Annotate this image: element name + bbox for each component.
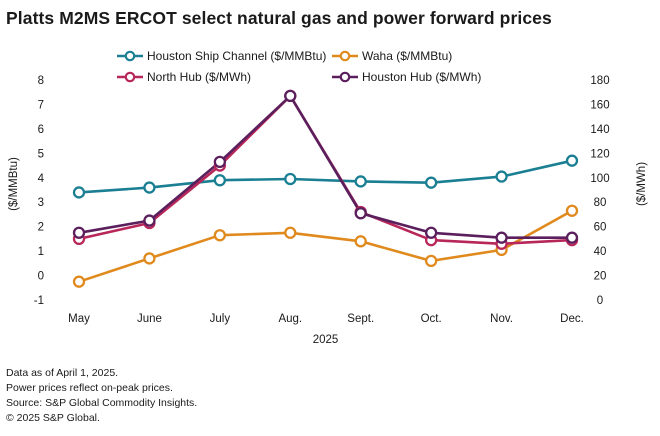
right-tick-label: 140 xyxy=(590,124,609,136)
data-point xyxy=(143,214,156,227)
data-point xyxy=(424,226,438,239)
right-axis: 0 20 40 60 80 100 120 140 160 180 ($/MWh) xyxy=(590,75,648,307)
data-point xyxy=(565,204,579,217)
data-point xyxy=(284,89,297,103)
footer-note-date: Data as of April 1, 2025. xyxy=(6,367,119,379)
x-axis-year-label: 2025 xyxy=(313,334,339,346)
left-tick-label: 4 xyxy=(38,173,45,185)
series-line xyxy=(77,94,574,239)
data-point xyxy=(565,154,579,167)
data-point xyxy=(72,186,86,199)
chart-title: Platts M2MS ERCOT select natural gas and… xyxy=(6,8,552,28)
series-line xyxy=(77,159,574,194)
right-tick-label: 160 xyxy=(590,99,609,111)
footer-note-copyright: © 2025 S&P Global. xyxy=(6,412,100,424)
footer-note-source: Source: S&P Global Commodity Insights. xyxy=(6,397,198,409)
data-point xyxy=(213,174,227,187)
legend-label: Waha ($/MMBtu) xyxy=(362,49,452,63)
right-axis-title: ($/MWh) xyxy=(636,162,648,206)
data-point xyxy=(354,175,367,188)
data-point xyxy=(72,226,86,239)
data-point xyxy=(143,181,156,194)
legend-item: Waha ($/MMBtu) xyxy=(332,49,452,63)
right-tick-label: 180 xyxy=(590,75,609,87)
series-points xyxy=(72,89,579,288)
legend-marker xyxy=(339,71,351,83)
data-point xyxy=(284,172,297,186)
x-tick-label: June xyxy=(137,313,162,325)
series-line xyxy=(77,209,574,284)
legend-label: Houston Hub ($/MWh) xyxy=(362,70,481,84)
x-tick-label: July xyxy=(210,313,231,325)
data-point xyxy=(354,207,367,220)
legend-marker xyxy=(339,50,351,62)
data-point xyxy=(495,170,508,183)
left-tick-label: 0 xyxy=(38,271,44,283)
x-axis: May June July Aug. Sept. Oct. Nov. Dec. 2025 xyxy=(68,313,584,346)
right-tick-label: 60 xyxy=(594,222,607,234)
data-point xyxy=(213,155,227,169)
left-tick-label: 3 xyxy=(38,197,44,209)
legend-marker xyxy=(124,50,136,62)
left-tick-label: 1 xyxy=(38,246,44,258)
left-tick-label: 5 xyxy=(38,148,44,160)
legend-label: North Hub ($/MWh) xyxy=(147,70,251,84)
legend-item: North Hub ($/MWh) xyxy=(117,70,251,84)
x-tick-label: May xyxy=(68,313,90,325)
series-lines xyxy=(77,94,574,284)
data-point xyxy=(424,176,438,189)
legend-marker xyxy=(124,71,136,83)
right-tick-label: 0 xyxy=(597,295,603,307)
right-tick-label: 100 xyxy=(590,173,609,185)
legend-item: Houston Ship Channel ($/MMBtu) xyxy=(117,49,326,63)
left-tick-label: 8 xyxy=(38,75,44,87)
left-tick-label: 6 xyxy=(38,124,44,136)
legend-label: Houston Ship Channel ($/MMBtu) xyxy=(147,49,326,63)
data-point xyxy=(495,231,508,244)
footer-notes: Data as of April 1, 2025. Power prices r… xyxy=(6,366,197,426)
x-tick-label: Sept. xyxy=(347,313,374,325)
left-tick-label: -1 xyxy=(34,295,44,307)
x-tick-label: Aug. xyxy=(278,313,302,325)
data-point xyxy=(354,235,367,248)
data-point xyxy=(424,254,438,268)
right-tick-label: 20 xyxy=(594,271,607,283)
data-point xyxy=(143,252,156,265)
x-tick-label: Dec. xyxy=(560,313,584,325)
data-point xyxy=(72,275,86,288)
right-tick-label: 40 xyxy=(594,246,607,258)
legend: Houston Ship Channel ($/MMBtu) Waha ($/MM… xyxy=(117,49,481,84)
x-tick-label: Nov. xyxy=(490,313,513,325)
data-point xyxy=(565,231,579,244)
data-point xyxy=(284,226,297,239)
left-tick-label: 7 xyxy=(38,99,44,111)
x-tick-label: Oct. xyxy=(421,313,442,325)
legend-item: Houston Hub ($/MWh) xyxy=(332,70,481,84)
left-axis: -1 0 1 2 3 4 5 6 7 8 ($/MMBtu) xyxy=(8,75,45,307)
footer-note-power: Power prices reflect on-peak prices. xyxy=(6,382,173,394)
data-point xyxy=(213,229,227,242)
left-axis-title: ($/MMBtu) xyxy=(8,157,20,211)
left-tick-label: 2 xyxy=(38,222,44,234)
right-tick-label: 80 xyxy=(594,197,607,209)
right-tick-label: 120 xyxy=(590,148,609,160)
